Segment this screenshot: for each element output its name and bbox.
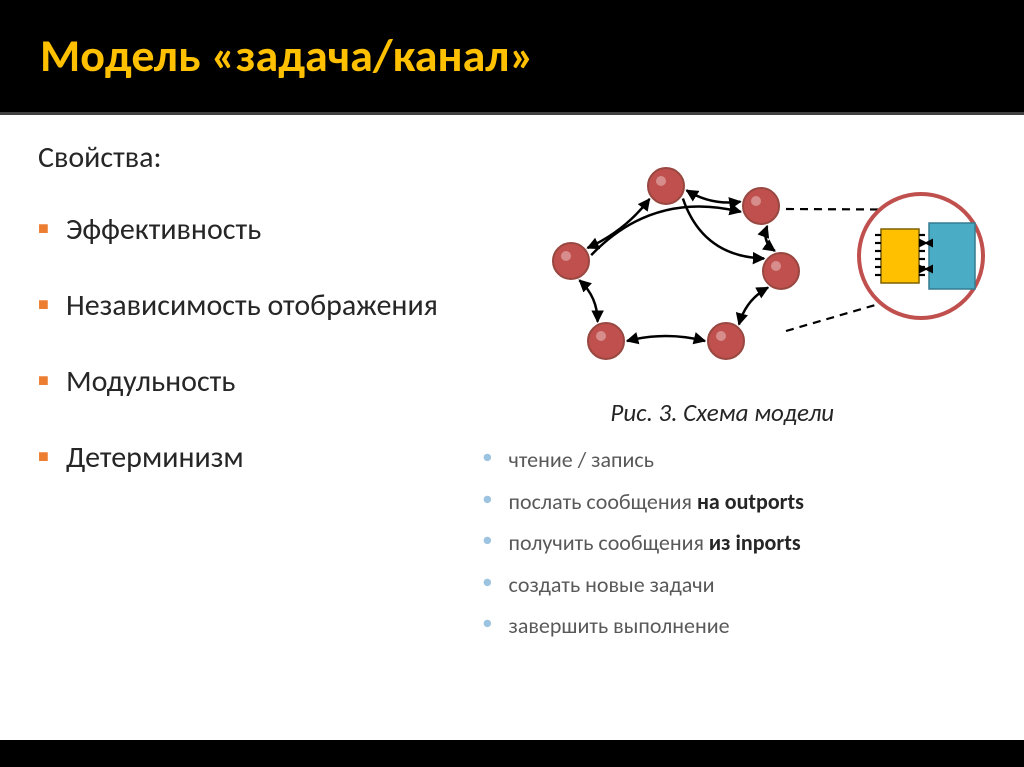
properties-heading: Свойства: [38,139,439,176]
property-item: Детерминизм [38,440,439,476]
operation-item: чтение / запись [483,446,994,474]
diagram-caption: Рис. 3. Схема модели [451,397,994,428]
slide-title: Модель «задача/канал» [40,28,984,84]
operation-item: создать новые задачи [483,571,994,599]
diagram-svg [451,131,1011,391]
slide-header: Модель «задача/канал» [0,0,1024,104]
property-item: Модульность [38,364,439,400]
operation-item: завершить выполнение [483,612,994,640]
slide-body: Свойства: Эффективность Независимость от… [0,115,1024,740]
property-item: Независимость отображения [38,288,439,324]
operation-item: послать сообщения на outports [483,488,994,516]
right-column: Рис. 3. Схема модели чтение / запись посл… [451,115,1024,740]
model-diagram [451,131,994,391]
property-item: Эффективность [38,212,439,248]
operations-list: чтение / запись послать сообщения на outp… [451,446,994,654]
operation-item: получить сообщения из inports [483,529,994,557]
properties-list: Эффективность Независимость отображения … [38,212,439,476]
left-column: Свойства: Эффективность Независимость от… [0,115,451,740]
